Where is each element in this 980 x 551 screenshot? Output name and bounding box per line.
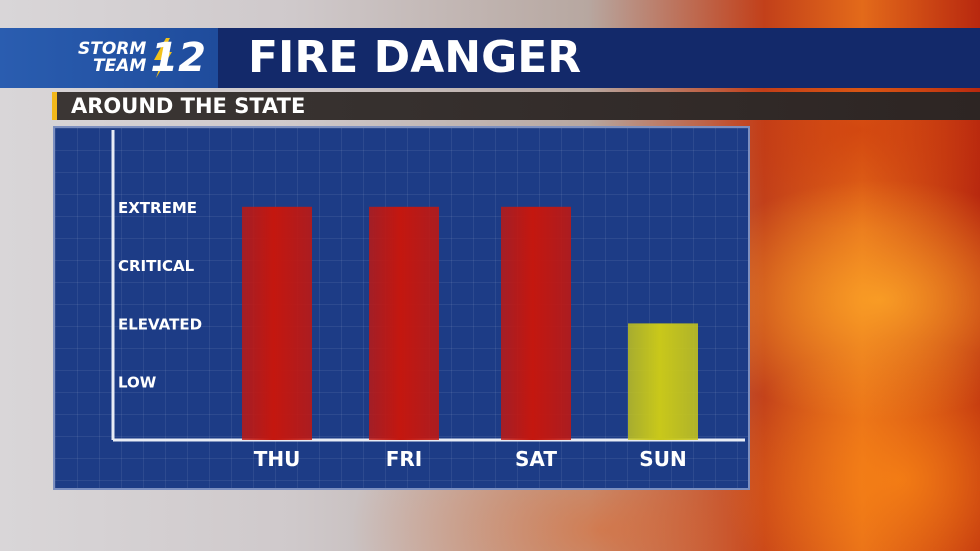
x-tick-label: SAT bbox=[515, 447, 557, 471]
x-tick-label: SUN bbox=[639, 447, 686, 471]
page-title: FIRE DANGER bbox=[218, 28, 980, 88]
logo-line2: TEAM bbox=[93, 56, 147, 76]
header-bar: STORM TEAM 12 FIRE DANGER bbox=[0, 28, 980, 88]
x-tick-label: THU bbox=[254, 447, 301, 471]
x-tick-label: FRI bbox=[386, 447, 423, 471]
y-tick-label: EXTREME bbox=[118, 199, 197, 217]
y-tick-label: LOW bbox=[118, 374, 157, 392]
y-tick-label: ELEVATED bbox=[118, 315, 202, 333]
lightning-bolt-icon bbox=[154, 38, 173, 78]
bar-fri bbox=[369, 206, 439, 440]
storm-team-12-logo: STORM TEAM 12 bbox=[0, 28, 218, 88]
logo-number: 12 bbox=[150, 35, 206, 81]
bar-sat bbox=[501, 206, 571, 440]
subheader: AROUND THE STATE bbox=[52, 92, 980, 120]
y-tick-label: CRITICAL bbox=[118, 257, 195, 275]
bar-thu bbox=[242, 206, 312, 440]
bar-sun bbox=[628, 323, 698, 440]
logo-line1: STORM bbox=[78, 39, 147, 59]
